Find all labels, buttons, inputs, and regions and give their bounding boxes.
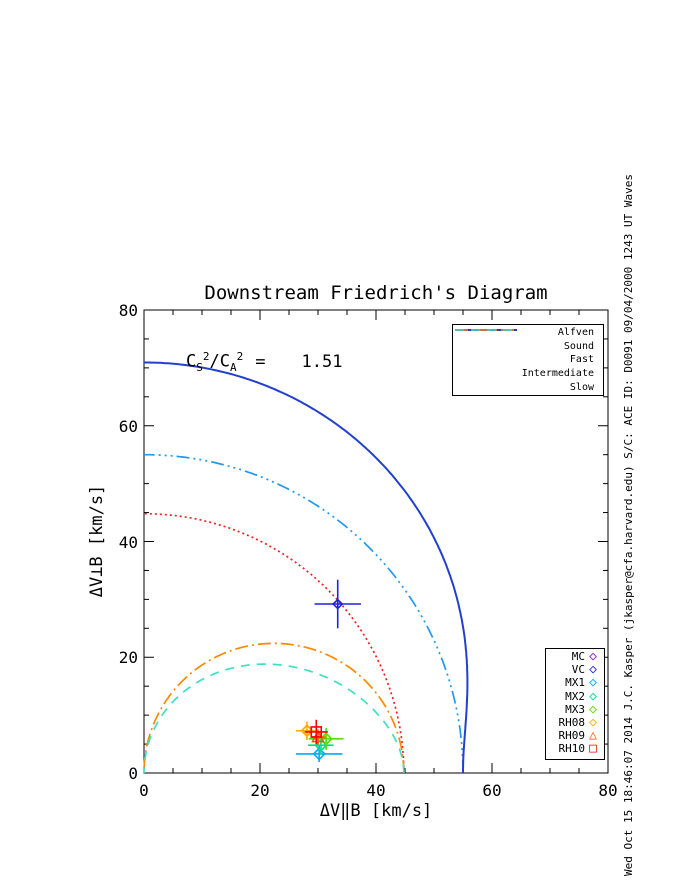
mode-legend-row: Sound — [455, 329, 599, 354]
event-legend: MC ◇ VC ◇ MX1 ◇ MX2 ◇ MX3 ◇ RH08 ◇ RH09 △ RH10 □ — [545, 648, 605, 760]
y-tick-label: 60 — [118, 416, 138, 436]
square-icon: □ — [589, 741, 597, 757]
mode-legend-line-sample — [455, 329, 517, 331]
x-tick-label: 20 — [250, 781, 270, 800]
annotation-sub-a: A — [230, 361, 237, 375]
plot-title: Downstream Friedrich's Diagram — [204, 282, 548, 304]
watermark-credit-text: Wed Oct 15 18:46:07 2014 J.C. Kasper (jk… — [622, 174, 635, 876]
diamond-marker — [332, 598, 344, 610]
mode-legend-row: Slow — [455, 329, 599, 394]
data-point-rh10 — [304, 719, 328, 745]
wave-mode-legend: Alfven Sound Fast Intermediate Slow — [452, 324, 604, 396]
event-legend-label: MX3 — [565, 702, 585, 716]
x-axis-label: ΔV‖B [km/s] — [319, 801, 433, 821]
annotation-c1: C — [186, 351, 197, 372]
event-legend-label: RH08 — [558, 716, 586, 730]
y-tick-label: 20 — [118, 648, 138, 668]
diamond-icon: ◇ — [589, 715, 597, 731]
event-legend-label: RH09 — [558, 729, 586, 743]
square-marker — [310, 726, 323, 738]
event-legend-label: MX2 — [565, 689, 585, 703]
mode-legend-label: Fast — [569, 354, 594, 366]
axis-ticks — [143, 309, 609, 774]
mode-legend-row: Intermediate — [455, 329, 599, 381]
diamond-icon: ◇ — [589, 675, 597, 691]
y-tick-label: 40 — [118, 532, 138, 552]
event-legend-row: MX1 ◇ — [549, 676, 601, 689]
event-legend-label: MC — [571, 650, 585, 664]
annotation-slash: / — [209, 351, 220, 372]
event-legend-row: MC ◇ — [549, 650, 601, 663]
event-legend-row: RH08 ◇ — [549, 716, 601, 729]
x-tick-label: 60 — [482, 781, 502, 800]
x-tick-label: 0 — [139, 781, 149, 800]
triangle-icon: △ — [589, 728, 597, 744]
event-legend-label: RH10 — [558, 742, 586, 756]
mode-legend-row: Fast — [455, 329, 599, 367]
annotation-sup-2a: 2 — [202, 350, 210, 363]
annotation-c2: C — [219, 351, 230, 372]
x-tick-label: 80 — [598, 781, 618, 800]
diamond-icon: ◇ — [589, 662, 597, 678]
diamond-icon: ◇ — [589, 649, 597, 665]
data-point-vc — [314, 579, 361, 629]
event-legend-row: VC ◇ — [549, 663, 601, 676]
event-legend-label: MX1 — [565, 676, 585, 690]
mode-legend-label: Slow — [569, 381, 594, 393]
curve-slow — [143, 663, 405, 773]
curve-sound — [144, 453, 464, 773]
diamond-icon: ◇ — [589, 701, 597, 717]
x-tick-label: 40 — [366, 781, 386, 800]
event-legend-row: RH09 △ — [549, 729, 601, 742]
event-legend-row: RH10 □ — [549, 742, 601, 755]
event-legend-label: VC — [571, 663, 585, 677]
event-legend-row: MX2 ◇ — [549, 690, 601, 703]
curve-alfven — [144, 512, 405, 773]
annotation-equals: = — [255, 351, 266, 372]
mode-legend-label: Alfven — [557, 327, 594, 339]
event-legend-row: MX3 ◇ — [549, 703, 601, 716]
y-tick-label: 0 — [128, 764, 138, 783]
annotation-ratio-value: 1.51 — [301, 351, 343, 372]
y-tick-label: 80 — [118, 301, 138, 320]
curve-fast — [144, 361, 469, 773]
annotation-sub-s: S — [196, 361, 203, 375]
mode-legend-label: Sound — [563, 340, 594, 352]
cs-ca-ratio-annotation: CS2/CA2 = 1.51 — [186, 350, 342, 374]
annotation-sup-2b: 2 — [236, 350, 244, 363]
diamond-marker — [312, 747, 326, 761]
curve-intermediate — [143, 642, 405, 773]
mode-legend-label: Intermediate — [521, 368, 594, 380]
diamond-icon: ◇ — [589, 688, 597, 704]
